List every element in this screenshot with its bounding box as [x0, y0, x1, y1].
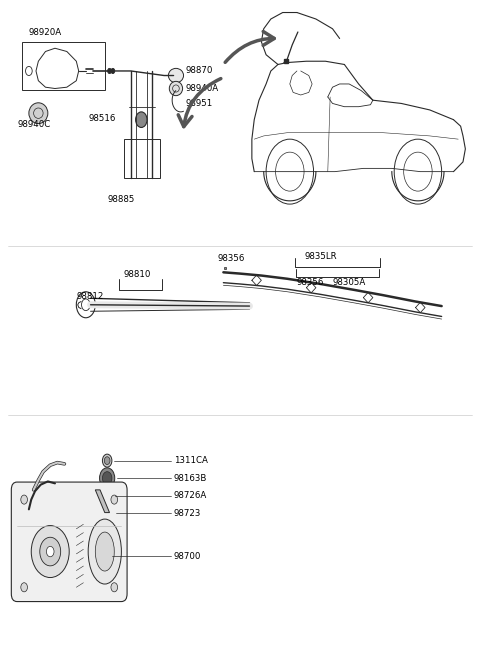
Text: 9835LR: 9835LR [304, 252, 336, 261]
Circle shape [76, 291, 96, 318]
Text: 98920A: 98920A [29, 28, 62, 37]
Ellipse shape [96, 532, 114, 571]
Ellipse shape [88, 519, 121, 584]
Text: 98163B: 98163B [174, 474, 207, 483]
Circle shape [101, 505, 113, 521]
Text: 98810: 98810 [124, 270, 151, 279]
Circle shape [104, 491, 110, 500]
Text: 98726A: 98726A [174, 491, 207, 500]
Text: 98356: 98356 [218, 253, 245, 263]
Circle shape [40, 537, 60, 566]
Bar [124, 139, 160, 178]
Text: 98305A: 98305A [333, 278, 366, 287]
Text: 98700: 98700 [174, 552, 201, 561]
Circle shape [111, 495, 118, 504]
Circle shape [102, 472, 112, 485]
Text: 98885: 98885 [107, 195, 134, 204]
Bar [22, 42, 105, 90]
Circle shape [21, 495, 27, 504]
Text: 98723: 98723 [174, 509, 201, 517]
Circle shape [111, 583, 118, 592]
Ellipse shape [169, 81, 182, 96]
Circle shape [101, 488, 113, 504]
Circle shape [99, 468, 115, 489]
Text: 98812: 98812 [76, 292, 104, 301]
Circle shape [108, 68, 111, 73]
Text: 98940A: 98940A [185, 84, 218, 93]
Text: 98870: 98870 [185, 66, 213, 75]
Circle shape [47, 546, 54, 557]
Text: 1311CA: 1311CA [174, 456, 207, 465]
Circle shape [103, 508, 111, 519]
FancyBboxPatch shape [12, 482, 127, 601]
Circle shape [104, 457, 110, 464]
FancyArrowPatch shape [178, 79, 221, 126]
Ellipse shape [168, 68, 183, 83]
FancyArrowPatch shape [225, 31, 274, 62]
Circle shape [102, 454, 112, 467]
Text: 98951: 98951 [185, 99, 213, 108]
Polygon shape [96, 490, 109, 513]
Text: 98940C: 98940C [17, 120, 50, 129]
Ellipse shape [29, 103, 48, 124]
Text: 98356: 98356 [297, 278, 324, 287]
Text: 98516: 98516 [88, 114, 116, 123]
Circle shape [31, 525, 69, 578]
Circle shape [111, 68, 115, 73]
Circle shape [136, 112, 147, 128]
Circle shape [21, 583, 27, 592]
